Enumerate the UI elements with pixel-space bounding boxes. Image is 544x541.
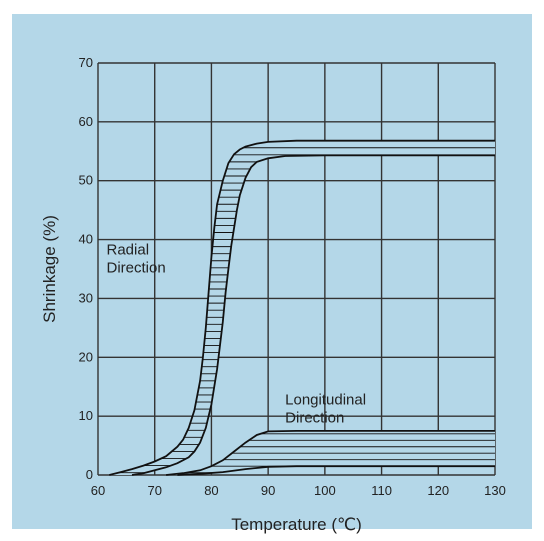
y-tick-label: 60: [79, 114, 93, 129]
annotation-longitudinal-direction: Longitudinal Direction: [285, 391, 366, 426]
x-tick-label: 60: [91, 483, 105, 498]
x-tick-label: 80: [204, 483, 218, 498]
y-tick-label: 10: [79, 408, 93, 423]
series-band-longitudinal: [166, 430, 495, 476]
annotation-line: Longitudinal: [285, 391, 366, 408]
annotation-radial-direction: Radial Direction: [107, 241, 166, 276]
x-tick-label: 130: [484, 483, 506, 498]
x-axis-label: Temperature (℃): [231, 515, 362, 534]
x-tick-label: 110: [371, 483, 392, 498]
series-band-radial: [109, 139, 496, 476]
series-upper-curve: [109, 139, 495, 476]
y-tick-label: 0: [86, 467, 93, 482]
y-axis-label: Shrinkage (%): [40, 215, 59, 323]
series-lower-curve: [177, 465, 495, 476]
annotation-line: Radial: [107, 241, 150, 258]
series-layer: [109, 139, 496, 476]
series-upper-curve: [166, 430, 495, 476]
x-tick-label: 100: [314, 483, 336, 498]
x-tick-label: 70: [147, 483, 161, 498]
series-lower-curve: [131, 154, 495, 476]
grid: [97, 62, 496, 476]
plot-area: [98, 63, 495, 475]
y-tick-label: 20: [79, 349, 93, 364]
annotation-line: Direction: [285, 409, 344, 426]
y-tick-label: 40: [79, 232, 93, 247]
x-tick-label: 120: [427, 483, 449, 498]
y-tick-label: 50: [79, 173, 93, 188]
y-tick-label: 30: [79, 290, 93, 305]
band-fill: [109, 140, 496, 475]
y-tick-label: 70: [79, 55, 93, 70]
labels: Temperature (℃) Shrinkage (%): [40, 215, 362, 534]
x-tick-label: 90: [261, 483, 275, 498]
axes: 60 70 80 90 100 110 120 130 0 10 20 30 40 50 60 70: [79, 55, 506, 498]
annotation-line: Direction: [107, 259, 166, 276]
